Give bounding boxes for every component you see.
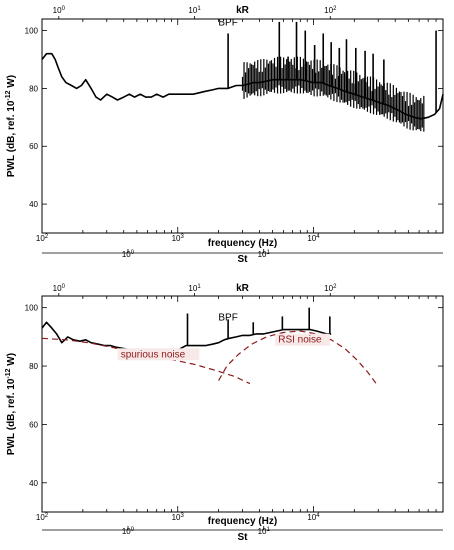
y-axis-label: PWL (dB, ref. 10-12 W) (5, 353, 17, 455)
y-axis-label: PWL (dB, ref. 10-12 W) (5, 75, 17, 177)
spectrum-line (41, 321, 332, 357)
region-label-bg (275, 333, 330, 346)
x-tick-label: 102 (36, 234, 49, 243)
y-tick-label: 40 (29, 200, 38, 209)
plot-frame (41, 18, 444, 234)
top-axis-tick-label: 100 (53, 6, 66, 15)
top-axis-tick-label: 102 (324, 284, 337, 293)
region-label: spurious noise (121, 349, 186, 360)
y-tick-label: 60 (29, 420, 38, 429)
top-axis-label: kR (236, 5, 250, 16)
st-axis-tick-label: 101 (258, 527, 271, 536)
st-axis-label: St (238, 254, 249, 265)
top-axis-label: kR (236, 283, 250, 294)
x-axis-label: frequency (Hz) (208, 238, 277, 249)
x-tick-label: 102 (36, 513, 49, 522)
y-tick-label: 80 (29, 362, 38, 371)
x-tick-label: 103 (172, 513, 185, 522)
y-tick-label: 100 (25, 27, 39, 36)
bpf-annotation: BPF (218, 18, 237, 29)
bpf-annotation: BPF (218, 312, 237, 323)
y-tick-label: 80 (29, 84, 38, 93)
st-axis-tick-label: 101 (258, 250, 271, 259)
fit-curve (218, 330, 377, 384)
plot-frame (41, 295, 444, 513)
x-tick-label: 104 (307, 513, 320, 522)
x-tick-label: 103 (172, 234, 185, 243)
top-axis-tick-label: 101 (188, 6, 201, 15)
top-axis-tick-label: 100 (53, 284, 66, 293)
st-axis-tick-label: 100 (122, 527, 135, 536)
region-label: RSI noise (278, 335, 322, 346)
y-tick-label: 60 (29, 142, 38, 151)
top-axis-tick-label: 101 (188, 284, 201, 293)
y-tick-label: 40 (29, 479, 38, 488)
y-tick-label: 100 (25, 304, 39, 313)
x-axis-label: frequency (Hz) (208, 516, 277, 527)
st-axis-label: St (238, 532, 249, 543)
x-tick-label: 104 (307, 234, 320, 243)
region-label-bg (117, 348, 200, 361)
st-axis-tick-label: 100 (122, 250, 135, 259)
fit-curve (41, 337, 251, 385)
top-axis-tick-label: 102 (324, 6, 337, 15)
